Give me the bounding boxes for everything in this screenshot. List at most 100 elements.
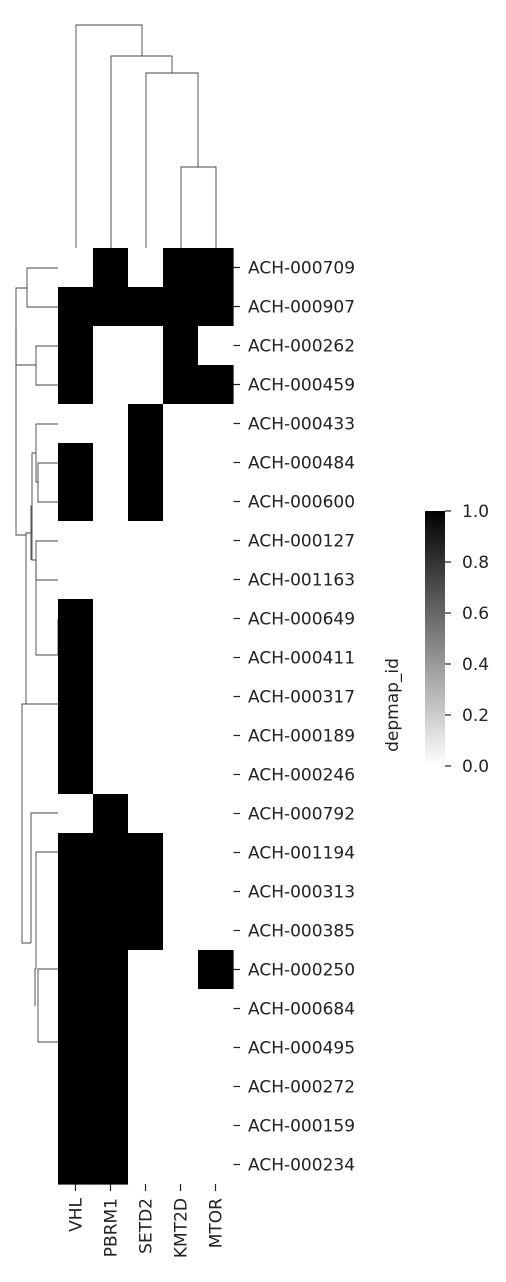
heatmap-cell (93, 716, 129, 756)
heatmap-cell (93, 989, 129, 1029)
heatmap-cell (128, 365, 164, 405)
heatmap-cell (128, 1106, 164, 1146)
row-dendrogram-link (30, 505, 32, 560)
heatmap-cell (93, 560, 129, 600)
heatmap-cell (163, 248, 199, 288)
heatmap-cell (163, 677, 199, 717)
heatmap-cell (58, 248, 94, 288)
heatmap-cell (128, 443, 164, 483)
heatmap-cell (93, 287, 129, 327)
row-dendrogram-link (31, 452, 36, 561)
heatmap-cell (128, 950, 164, 990)
row-label: ACH-000272 (248, 1078, 355, 1098)
heatmap-cell (58, 716, 94, 756)
heatmap-cell (163, 716, 199, 756)
heatmap-cell (58, 560, 94, 600)
column-dendrogram-link (180, 166, 217, 248)
heatmap-cell (93, 1028, 129, 1068)
row-label: ACH-001194 (248, 844, 355, 864)
heatmap-cell (93, 248, 129, 288)
heatmap-grid (58, 248, 234, 1185)
heatmap-cell (198, 560, 234, 600)
row-labels: ACH-000709 ACH-000907 ACH-000262 ACH-000459… (233, 259, 355, 1176)
heatmap-cell (198, 326, 234, 366)
column-label: VHL (67, 1197, 87, 1231)
column-label: PBRM1 (102, 1198, 122, 1257)
row-label: ACH-000792 (248, 805, 355, 825)
row-dendrogram-link (35, 345, 58, 386)
heatmap-cell (93, 950, 129, 990)
heatmap-cell (163, 404, 199, 444)
heatmap-cell (58, 1106, 94, 1146)
heatmap-cell (58, 833, 94, 873)
heatmap-cell (93, 794, 129, 834)
heatmap-cell (58, 482, 94, 522)
colorbar-tick-label: 0.8 (462, 553, 489, 573)
heatmap-cell (128, 716, 164, 756)
heatmap-cell (198, 677, 234, 717)
row-label: ACH-000127 (248, 532, 355, 552)
row-label: ACH-000234 (248, 1156, 355, 1176)
heatmap-cell (128, 989, 164, 1029)
heatmap-cell (93, 638, 129, 678)
row-label: ACH-000684 (248, 1000, 355, 1020)
row-dendrogram-link (35, 560, 58, 656)
heatmap-cell (128, 1145, 164, 1185)
heatmap-cell (163, 599, 199, 639)
heatmap-cell (163, 443, 199, 483)
row-label: ACH-000459 (248, 376, 355, 396)
heatmap-cell (198, 638, 234, 678)
heatmap-cell (163, 1067, 199, 1107)
column-label: KMT2D (172, 1198, 192, 1258)
row-label: ACH-000246 (248, 766, 355, 786)
heatmap-cell (128, 1028, 164, 1068)
heatmap-cell (128, 833, 164, 873)
heatmap-cell (198, 989, 234, 1029)
heatmap-cell (163, 482, 199, 522)
row-dendrogram-link (35, 851, 58, 969)
heatmap-cell (198, 755, 234, 795)
heatmap-cell (93, 521, 129, 561)
heatmap-cell (163, 326, 199, 366)
heatmap-cell (128, 287, 164, 327)
column-dendrogram-link (145, 72, 199, 248)
colorbar: 0.0 0.2 0.4 0.6 0.8 1.0 depmap_id (383, 502, 489, 777)
row-label: ACH-000250 (248, 961, 355, 981)
row-label: ACH-000433 (248, 415, 355, 435)
heatmap-cell (58, 1067, 94, 1107)
heatmap-cell (163, 950, 199, 990)
heatmap-cell (198, 1028, 234, 1068)
heatmap-cell (163, 989, 199, 1029)
heatmap-cell (198, 482, 234, 522)
heatmap-cell (58, 638, 94, 678)
heatmap-cell (58, 521, 94, 561)
row-dendrogram-link (25, 532, 58, 705)
heatmap-cell (93, 365, 129, 405)
heatmap-cell (93, 872, 129, 912)
row-dendrogram-link (15, 287, 36, 366)
heatmap-cell (163, 638, 199, 678)
heatmap-cell (198, 248, 234, 288)
heatmap-cell (58, 1028, 94, 1068)
heatmap-cell (128, 911, 164, 951)
column-label: MTOR (207, 1198, 227, 1248)
colorbar-tick-label: 0.4 (462, 655, 489, 675)
heatmap-cell (198, 1145, 234, 1185)
heatmap-cell (58, 755, 94, 795)
heatmap-cell (128, 677, 164, 717)
heatmap-cell (198, 872, 234, 912)
heatmap-cell (58, 950, 94, 990)
heatmap-cell (93, 755, 129, 795)
heatmap-cell (198, 1106, 234, 1146)
row-label: ACH-000907 (248, 298, 355, 318)
row-label: ACH-000411 (248, 649, 355, 669)
heatmap-cell (198, 599, 234, 639)
heatmap-cell (128, 404, 164, 444)
heatmap-cell (198, 404, 234, 444)
column-dendrogram-link (110, 55, 173, 248)
heatmap-cell (163, 872, 199, 912)
heatmap-cell (163, 911, 199, 951)
heatmap-cell (93, 911, 129, 951)
row-label: ACH-000649 (248, 610, 355, 630)
column-labels: VHL PBRM1 SETD2 KMT2D MTOR (67, 1184, 227, 1258)
